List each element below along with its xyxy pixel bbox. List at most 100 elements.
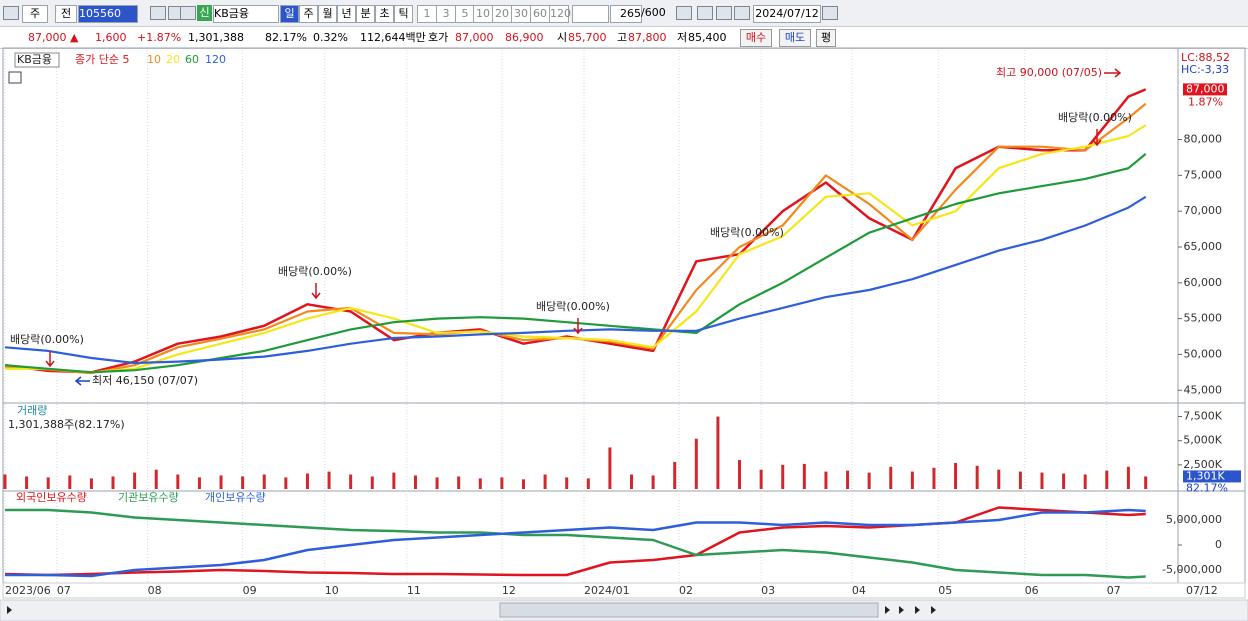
info-change-pct: +1.87%: [137, 31, 182, 44]
sell-button[interactable]: 매도: [779, 29, 811, 47]
date-input[interactable]: 2024/07/12: [753, 5, 821, 23]
legend-entry[interactable]: 기관보유수량: [118, 491, 179, 504]
interval-button[interactable]: 1: [417, 5, 437, 23]
volume-bar: [867, 472, 871, 489]
info-high-label: 고: [617, 31, 628, 44]
interval-button[interactable]: 3: [436, 5, 456, 23]
y-tick-label: 55,000: [1184, 312, 1223, 325]
count-input[interactable]: 265: [610, 5, 642, 23]
icon-button[interactable]: [697, 6, 713, 20]
buy-button[interactable]: 매수: [740, 29, 772, 47]
icon-button[interactable]: [676, 6, 692, 20]
scroll-button[interactable]: [915, 606, 920, 614]
legend-entry[interactable]: 종가 단순 5: [75, 53, 129, 66]
legend-entry[interactable]: 60: [185, 53, 199, 66]
last-price: 87,000: [1186, 82, 1225, 95]
volume-bar: [413, 475, 417, 489]
info-open: 85,700: [568, 31, 607, 44]
volume-bar: [824, 471, 828, 489]
mode-select[interactable]: 전: [55, 5, 77, 23]
stock-name[interactable]: KB금융: [213, 5, 279, 23]
volume-bar: [305, 473, 309, 489]
legend-entry[interactable]: 120: [205, 53, 226, 66]
y-tick-label: 45,000: [1184, 383, 1223, 396]
icon-button[interactable]: [3, 6, 19, 20]
stock-legend: KB금융: [17, 53, 52, 66]
lc-label: LC:88,52: [1181, 51, 1230, 64]
legend-entry[interactable]: 10: [147, 53, 161, 66]
period-button[interactable]: 초: [375, 5, 394, 23]
scroll-thumb[interactable]: [499, 602, 879, 618]
volume-title: 거래량: [17, 404, 47, 417]
info-quote-label: 호가: [428, 31, 449, 44]
empty-select[interactable]: [572, 5, 609, 23]
icon-button[interactable]: [180, 6, 196, 20]
info-change: 1,600: [95, 31, 127, 44]
icon-button[interactable]: [734, 6, 750, 20]
market-select[interactable]: 주: [22, 5, 48, 23]
volume-bar: [1018, 471, 1022, 489]
scroll-button[interactable]: [7, 606, 12, 614]
hc-label: HC:-3,33: [1181, 63, 1229, 76]
credit-badge[interactable]: 신: [197, 5, 212, 21]
scroll-button[interactable]: [885, 606, 890, 614]
annotation: 최저 46,150 (07/07): [92, 374, 198, 387]
period-button[interactable]: 주: [299, 5, 318, 23]
period-button[interactable]: 월: [318, 5, 337, 23]
y-tick-label: 70,000: [1184, 204, 1223, 217]
volume-bar: [327, 471, 331, 489]
legend-entry[interactable]: 개인보유수량: [205, 491, 266, 504]
y-tick-label: -5,000,000: [1162, 563, 1222, 576]
volume-bar: [738, 460, 742, 489]
interval-button[interactable]: 30: [511, 5, 531, 23]
period-button[interactable]: 년: [337, 5, 356, 23]
y-tick-label: 60,000: [1184, 276, 1223, 289]
volume-bar: [932, 467, 936, 489]
volume-bar: [910, 471, 914, 489]
series-line: [5, 124, 1147, 374]
volume-bar: [673, 461, 677, 489]
period-button[interactable]: 일: [280, 5, 299, 23]
period-button[interactable]: 틱: [394, 5, 413, 23]
y-tick-label: 7,500K: [1183, 410, 1222, 423]
legend-entry[interactable]: 외국인보유수량: [16, 491, 87, 504]
volume-bar: [46, 477, 50, 489]
icon-button[interactable]: [716, 6, 732, 20]
volume-bar: [111, 476, 115, 489]
x-tick-label: 04: [852, 584, 866, 597]
legend-box: [14, 52, 60, 68]
volume-bar: [846, 470, 850, 489]
volume-bar: [176, 474, 180, 489]
count-max: /600: [641, 6, 666, 19]
interval-button[interactable]: 20: [492, 5, 512, 23]
last-volume-pct: 82.17%: [1186, 481, 1228, 494]
volume-bar: [262, 474, 266, 489]
scroll-button[interactable]: [899, 606, 904, 614]
x-tick-label: 12: [502, 584, 516, 597]
interval-button[interactable]: 60: [530, 5, 550, 23]
volume-bar: [370, 476, 374, 489]
code-input[interactable]: 105560: [78, 5, 138, 23]
volume-bar: [759, 469, 763, 489]
icon-button[interactable]: [822, 6, 838, 20]
icon-button[interactable]: [150, 6, 166, 20]
volume-bar: [521, 479, 525, 489]
last-volume-box: [1183, 470, 1241, 483]
interval-button[interactable]: 5: [455, 5, 475, 23]
legend-entry[interactable]: 20: [166, 53, 180, 66]
y-tick-label: 75,000: [1184, 168, 1223, 181]
volume-bar: [608, 447, 612, 489]
y-tick-label: 2,500K: [1183, 458, 1222, 471]
scroll-button[interactable]: [931, 606, 936, 614]
annotation-arrow: [573, 318, 583, 335]
x-tick-label: 03: [761, 584, 775, 597]
x-tick-label: 08: [148, 584, 162, 597]
period-button[interactable]: 분: [356, 5, 375, 23]
x-tick-label: 07: [57, 584, 71, 597]
interval-button[interactable]: 120: [549, 5, 571, 23]
interval-button[interactable]: 10: [473, 5, 493, 23]
volume-bar: [565, 477, 569, 489]
panel-frame: [2, 402, 1246, 492]
info-volume-ratio: 82.17%: [265, 31, 307, 44]
eval-button[interactable]: 평: [816, 29, 836, 47]
